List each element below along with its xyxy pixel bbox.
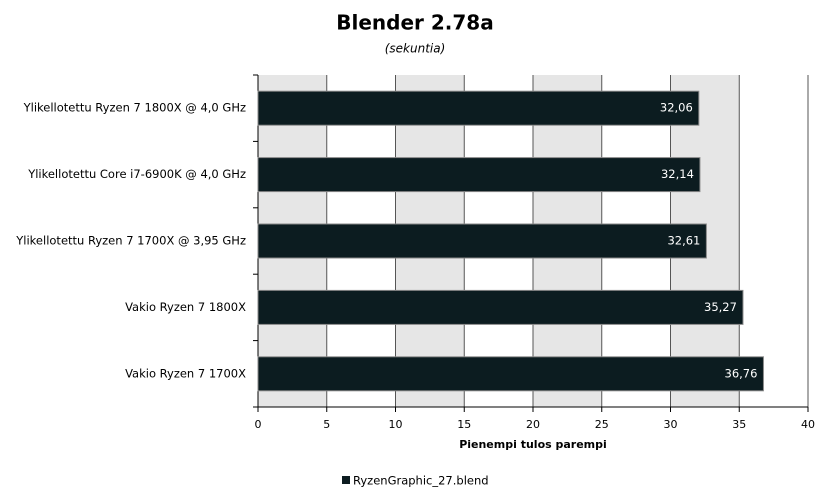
value-label: 35,27 <box>704 300 737 314</box>
x-tick-label: 10 <box>389 418 403 431</box>
y-tick-label: Ylikellotettu Ryzen 7 1800X @ 4,0 GHz <box>23 101 246 115</box>
x-tick-label: 30 <box>664 418 678 431</box>
y-tick-label: Vakio Ryzen 7 1800X <box>125 300 246 314</box>
legend-label: RyzenGraphic_27.blend <box>353 474 489 488</box>
y-tick-label: Ylikellotettu Core i7-6900K @ 4,0 GHz <box>27 167 246 181</box>
x-tick-label: 0 <box>255 418 262 431</box>
bar <box>257 356 764 392</box>
bar <box>257 289 744 325</box>
value-label: 36,76 <box>725 366 758 380</box>
bar <box>257 157 701 193</box>
x-tick-label: 35 <box>732 418 746 431</box>
chart-subtitle: (sekuntia) <box>385 42 446 56</box>
plot-stripe <box>739 75 808 407</box>
bar <box>257 223 707 259</box>
x-axis-label: Pienempi tulos parempi <box>459 438 607 451</box>
bar <box>257 90 700 126</box>
x-tick-label: 5 <box>323 418 330 431</box>
x-tick-label: 15 <box>457 418 471 431</box>
y-tick-label: Ylikellotettu Ryzen 7 1700X @ 3,95 GHz <box>15 234 246 248</box>
value-label: 32,06 <box>660 101 693 115</box>
y-tick-label: Vakio Ryzen 7 1700X <box>125 366 246 380</box>
legend-swatch <box>342 476 350 484</box>
value-label: 32,61 <box>667 234 700 248</box>
x-tick-label: 20 <box>526 418 540 431</box>
value-label: 32,14 <box>661 167 694 181</box>
chart-title: Blender 2.78a <box>336 11 493 35</box>
x-tick-label: 25 <box>595 418 609 431</box>
x-tick-label: 40 <box>801 418 815 431</box>
